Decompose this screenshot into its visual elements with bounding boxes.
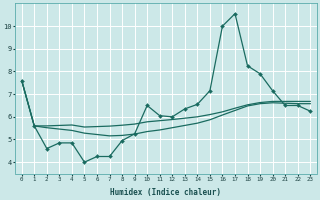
X-axis label: Humidex (Indice chaleur): Humidex (Indice chaleur) bbox=[110, 188, 221, 197]
